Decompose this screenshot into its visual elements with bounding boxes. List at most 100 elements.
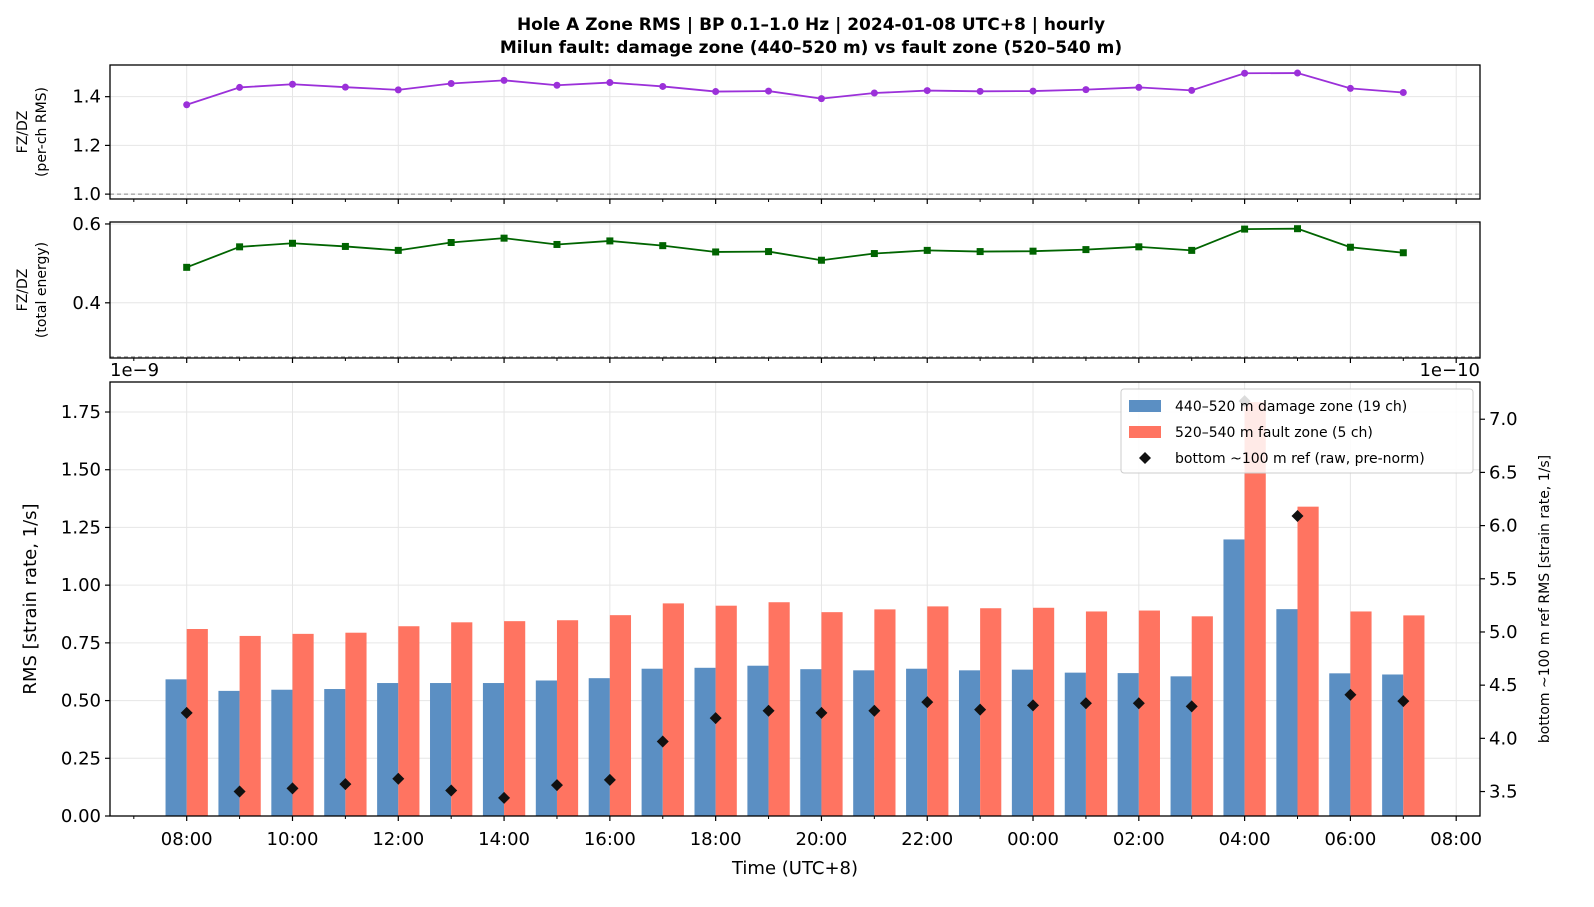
right-y-axis-label: bottom ~100 m ref RMS [strain rate, 1/s] <box>1537 455 1553 743</box>
damage-zone-bar <box>1329 673 1351 816</box>
damage-zone-bar <box>535 680 557 816</box>
fault-zone-bar <box>1297 506 1319 816</box>
bottom-ref-point <box>656 735 669 748</box>
data-point <box>870 250 878 258</box>
damage-zone-bar <box>694 667 716 816</box>
ratio-energy-ylabel-line1: FZ/DZ <box>15 269 31 312</box>
damage-zone-bar <box>430 683 452 816</box>
y-tick-label: 1.50 <box>61 460 101 481</box>
x-tick-label: 04:00 <box>1219 829 1271 850</box>
data-point <box>1135 83 1143 91</box>
damage-zone-bar <box>641 668 663 816</box>
bottom-ref-point <box>815 706 828 719</box>
ratio-energy-series <box>183 225 1407 271</box>
data-point <box>447 80 455 88</box>
fault-zone-bar <box>239 635 261 816</box>
data-point <box>1135 243 1143 251</box>
fault-zone-bar <box>609 615 632 816</box>
bottom-ref-point <box>180 706 193 719</box>
damage-zone-bar <box>800 669 822 816</box>
ratio-rms-ylabel-line1: FZ/DZ <box>15 111 31 154</box>
ratio-rms-y-ticks: 1.0 1.2 1.4 <box>72 87 110 205</box>
data-point <box>1399 249 1407 257</box>
y-tick-label: 1.75 <box>61 402 101 423</box>
left-axis-offset-label: 1e−9 <box>110 360 159 381</box>
data-point <box>712 88 720 96</box>
legend: 440–520 m damage zone (19 ch) 520–540 m … <box>1120 388 1474 474</box>
legend-box <box>1120 388 1474 474</box>
data-point <box>553 81 561 89</box>
figure-title-line2: Milun fault: damage zone (440–520 m) vs … <box>500 38 1122 58</box>
bottom-ref-point <box>1397 695 1410 708</box>
bottom-ref-point <box>603 773 616 786</box>
data-point <box>1082 246 1090 254</box>
bottom-ref-point <box>1291 510 1304 523</box>
data-point <box>341 83 349 91</box>
data-point <box>976 87 984 95</box>
ratio-rms-ylabel-line2: (per-ch RMS) <box>34 87 50 177</box>
y-tick-label: 1.0 <box>72 184 101 205</box>
ratio-energy-y-ticks: 0.4 0.6 <box>72 214 110 314</box>
data-point <box>1029 247 1037 255</box>
bottom-ref-point <box>1027 699 1040 712</box>
data-point <box>1294 225 1302 233</box>
right-y-tick-label: 6.0 <box>1489 516 1518 537</box>
x-tick-label: 02:00 <box>1113 829 1165 850</box>
legend-label-bottom-ref: bottom ~100 m ref (raw, pre-norm) <box>1175 451 1425 467</box>
damage-zone-bar <box>165 679 187 816</box>
data-point <box>1294 69 1302 77</box>
x-tick-label: 22:00 <box>901 829 953 850</box>
data-point <box>500 76 508 84</box>
right-y-tick-label: 6.5 <box>1489 462 1518 483</box>
fault-zone-bar <box>1191 616 1213 816</box>
bottom-ref-point <box>286 782 299 795</box>
damage-zone-bar <box>377 683 399 816</box>
y-tick-label: 0.25 <box>61 748 101 769</box>
x-tick-label: 08:00 <box>1430 829 1482 850</box>
ratio-rms-axes-frame <box>109 64 1481 200</box>
legend-marker-bottom-ref <box>1139 452 1151 464</box>
rms-bar-right-y-ticks: 3.5 4.0 4.5 5.0 5.5 6.0 6.5 7.0 <box>1480 409 1518 803</box>
data-point <box>765 87 773 95</box>
series-line <box>186 227 1404 269</box>
legend-label-damage-zone: 440–520 m damage zone (19 ch) <box>1175 399 1407 415</box>
ratio-energy-grid <box>110 222 1480 358</box>
x-tick-label: 20:00 <box>796 829 848 850</box>
fault-zone-bar <box>874 609 896 816</box>
series-line <box>186 72 1404 106</box>
fault-zone-bar <box>1244 402 1266 816</box>
damage-zone-bar <box>747 665 769 816</box>
fault-zone-bar <box>715 605 737 816</box>
fault-zone-bar <box>1350 611 1372 816</box>
rms-bar-series <box>165 402 1425 816</box>
data-point <box>606 237 614 245</box>
bottom-ref-point <box>550 779 563 792</box>
fault-zone-bar <box>186 629 208 816</box>
y-tick-label: 0.50 <box>61 691 101 712</box>
data-point <box>1346 243 1354 251</box>
y-axis-label: RMS [strain rate, 1/s] <box>20 503 41 694</box>
x-tick-label: 08:00 <box>161 829 213 850</box>
right-y-tick-label: 7.0 <box>1489 409 1518 430</box>
data-point <box>236 83 244 91</box>
damage-zone-bar <box>482 683 505 816</box>
right-y-tick-label: 5.5 <box>1489 569 1518 590</box>
bottom-ref-point <box>1185 700 1198 713</box>
ratio-energy-axes-frame <box>109 221 1481 359</box>
damage-zone-bar <box>958 670 981 816</box>
damage-zone-bar <box>324 689 346 816</box>
data-point <box>288 239 296 247</box>
data-point <box>236 243 244 251</box>
y-tick-label: 0.6 <box>72 214 101 235</box>
data-point <box>394 246 402 254</box>
data-point <box>500 234 508 242</box>
data-point <box>288 80 296 88</box>
data-point <box>1346 84 1354 92</box>
legend-label-fault-zone: 520–540 m fault zone (5 ch) <box>1175 425 1373 441</box>
data-point <box>1029 87 1037 95</box>
bottom-ref-point <box>762 704 775 717</box>
damage-zone-bar <box>1382 674 1404 816</box>
damage-zone-bar <box>1011 669 1034 816</box>
fault-zone-bar <box>451 622 473 816</box>
